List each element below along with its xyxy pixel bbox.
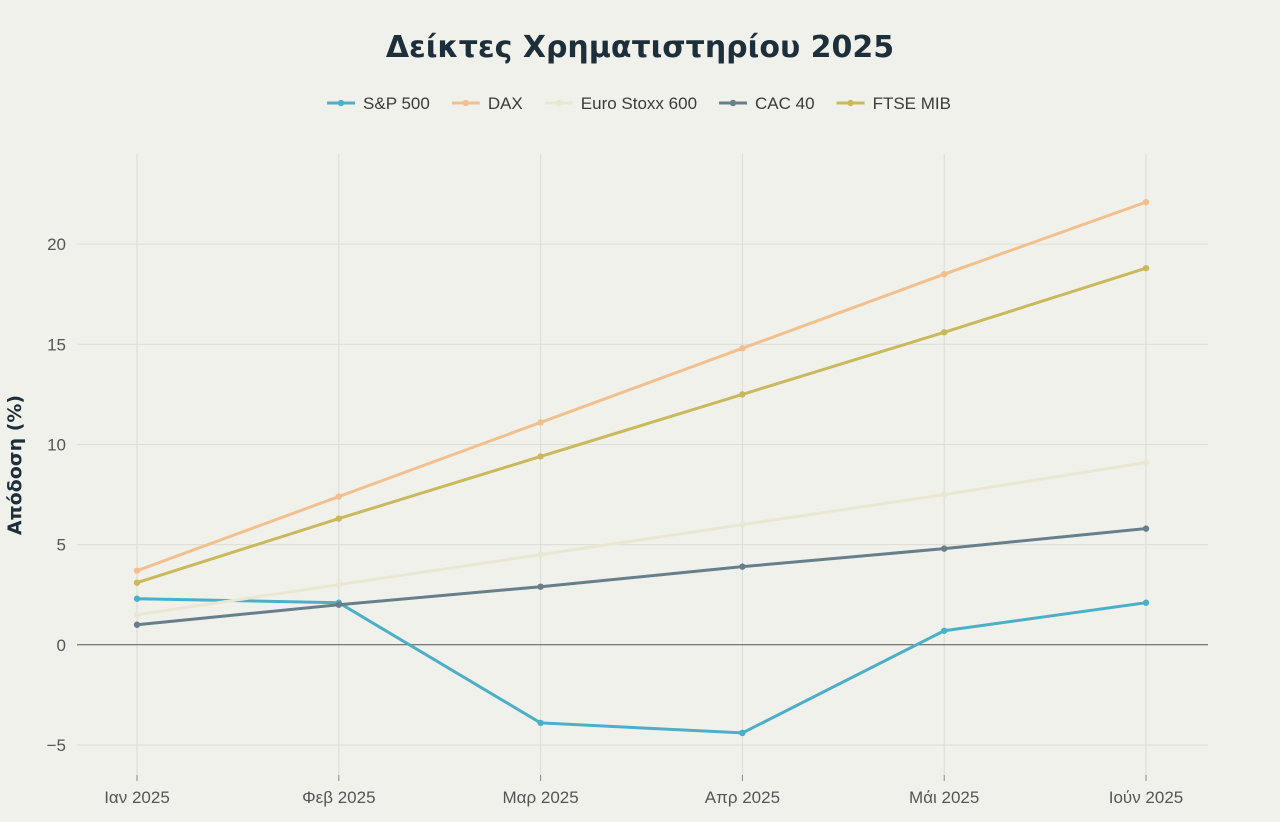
x-tick-label: Ιαν 2025 (104, 788, 170, 807)
legend-marker (555, 99, 562, 107)
data-point-cac-40 (1142, 525, 1150, 532)
data-point-cac-40 (133, 621, 141, 628)
series-line-ftse-mib (135, 266, 1148, 585)
data-point-s-p-500 (1142, 599, 1150, 606)
series-line-dax (135, 200, 1148, 573)
data-point-ftse-mib (537, 453, 544, 460)
x-tick-label: Μαρ 2025 (502, 788, 578, 807)
data-point-cac-40 (537, 583, 544, 590)
series-cac-40 (133, 525, 1150, 628)
data-point-ftse-mib (1142, 264, 1150, 272)
data-point-euro-stoxx-600 (335, 581, 342, 588)
legend-label: DAX (488, 94, 523, 113)
y-axis-label: Απόδοση (%) (4, 395, 26, 535)
data-point-euro-stoxx-600 (133, 611, 141, 618)
data-point-cac-40 (941, 545, 948, 552)
series-group (133, 198, 1150, 737)
legend: S&P 500 DAX Euro Stoxx 600 CAC 40 FTSE MIB (327, 94, 951, 113)
data-point-dax (739, 345, 746, 352)
data-point-euro-stoxx-600 (941, 491, 948, 498)
y-tick-label: −5 (47, 736, 66, 755)
legend-item-dax[interactable]: DAX (451, 94, 523, 113)
data-point-euro-stoxx-600 (1142, 459, 1150, 466)
legend-marker (337, 99, 345, 107)
data-point-euro-stoxx-600 (739, 521, 746, 528)
legend-item-cac-40[interactable]: CAC 40 (719, 94, 815, 113)
data-point-dax (537, 419, 544, 426)
data-point-ftse-mib (739, 391, 746, 398)
legend-label: FTSE MIB (873, 94, 951, 113)
y-tick-label: 0 (57, 636, 66, 655)
series-ftse-mib (133, 264, 1150, 586)
x-tick-label: Απρ 2025 (705, 788, 780, 807)
series-line-euro-stoxx-600 (135, 460, 1148, 617)
legend-marker (729, 99, 737, 107)
y-tick-label: 10 (47, 435, 66, 454)
data-point-cac-40 (739, 563, 746, 570)
series-line-cac-40 (135, 527, 1148, 627)
data-point-s-p-500 (739, 729, 746, 737)
data-point-cac-40 (335, 601, 342, 608)
y-axis-ticks: −5 0 5 10 15 20 (47, 235, 66, 755)
y-tick-label: 20 (47, 235, 66, 254)
legend-label: S&P 500 (363, 94, 430, 113)
series-dax (133, 198, 1150, 574)
legend-item-ftse-mib[interactable]: FTSE MIB (836, 94, 951, 113)
data-point-ftse-mib (133, 579, 141, 586)
series-euro-stoxx-600 (133, 459, 1150, 618)
chart-title: Δείκτες Χρηματιστηρίου 2025 (386, 30, 894, 65)
data-point-ftse-mib (335, 515, 342, 522)
x-tick-label: Μάι 2025 (909, 788, 979, 807)
legend-item-s-p-500[interactable]: S&P 500 (327, 94, 430, 113)
data-point-dax (335, 493, 342, 500)
series-s-p-500 (133, 595, 1150, 737)
grid (77, 154, 1208, 775)
data-point-euro-stoxx-600 (537, 551, 544, 558)
legend-marker (462, 99, 470, 107)
data-point-s-p-500 (941, 627, 948, 634)
y-tick-label: 5 (57, 536, 66, 555)
x-tick-label: Φεβ 2025 (302, 788, 375, 807)
data-point-dax (941, 270, 948, 278)
x-tick-label: Ιούν 2025 (1109, 788, 1184, 807)
data-point-dax (1142, 198, 1150, 206)
data-point-dax (133, 567, 141, 574)
data-point-s-p-500 (133, 595, 141, 602)
legend-item-euro-stoxx-600[interactable]: Euro Stoxx 600 (544, 94, 697, 113)
data-point-s-p-500 (537, 719, 544, 727)
legend-label: CAC 40 (755, 94, 815, 113)
x-axis-ticks: Ιαν 2025 Φεβ 2025 Μαρ 2025 Απρ 2025 Μάι 2025… (104, 775, 1183, 807)
legend-label: Euro Stoxx 600 (581, 94, 697, 113)
data-point-ftse-mib (941, 329, 948, 336)
series-line-s-p-500 (135, 597, 1148, 735)
legend-marker (847, 99, 854, 107)
y-tick-label: 15 (47, 335, 66, 354)
